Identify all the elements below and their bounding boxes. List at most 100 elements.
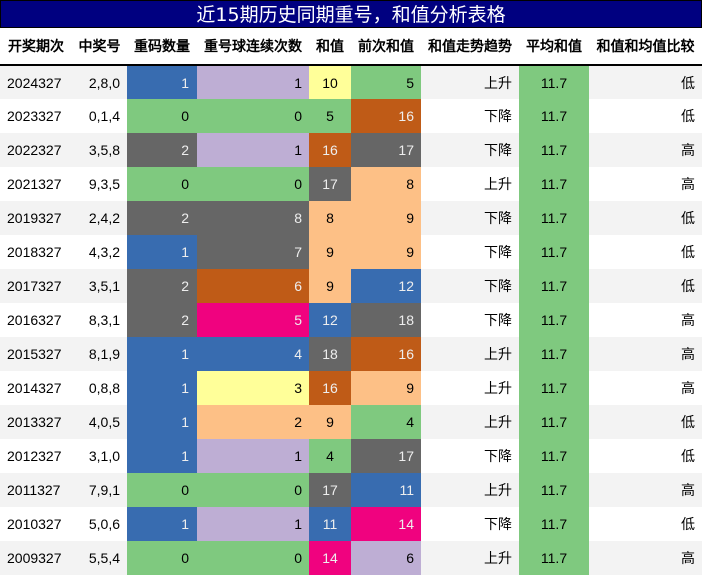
numbers-cell: 2,4,2 [72,201,127,235]
sum-cell: 9 [309,235,351,269]
compare-cell: 低 [589,405,702,439]
compare-cell: 低 [589,439,702,473]
header-sum: 和值 [309,28,351,66]
analysis-table: 开奖期次 中奖号 重码数量 重号球连续次数 和值 前次和值 和值走势趋势 平均和… [0,28,702,575]
avg-cell: 11.7 [519,65,589,99]
period-cell: 2014327 [0,371,72,405]
consecutive-cell: 7 [197,235,309,269]
compare-cell: 低 [589,235,702,269]
header-prev-sum: 前次和值 [351,28,421,66]
trend-cell: 下降 [421,439,519,473]
consecutive-cell: 6 [197,269,309,303]
consecutive-cell: 0 [197,99,309,133]
numbers-cell: 4,0,5 [72,405,127,439]
trend-cell: 上升 [421,371,519,405]
numbers-cell: 7,9,1 [72,473,127,507]
numbers-cell: 3,5,1 [72,269,127,303]
consecutive-cell: 0 [197,167,309,201]
period-cell: 2016327 [0,303,72,337]
prev-sum-cell: 14 [351,507,421,541]
consecutive-cell: 3 [197,371,309,405]
trend-cell: 上升 [421,541,519,575]
trend-cell: 下降 [421,99,519,133]
header-consecutive: 重号球连续次数 [197,28,309,66]
numbers-cell: 8,1,9 [72,337,127,371]
period-cell: 2017327 [0,269,72,303]
compare-cell: 高 [589,167,702,201]
compare-cell: 高 [589,337,702,371]
repeat-count-cell: 2 [127,303,197,337]
prev-sum-cell: 5 [351,65,421,99]
numbers-cell: 5,0,6 [72,507,127,541]
header-row: 开奖期次 中奖号 重码数量 重号球连续次数 和值 前次和值 和值走势趋势 平均和… [0,28,702,66]
numbers-cell: 0,1,4 [72,99,127,133]
repeat-count-cell: 0 [127,99,197,133]
period-cell: 2022327 [0,133,72,167]
consecutive-cell: 1 [197,65,309,99]
repeat-count-cell: 0 [127,167,197,201]
sum-cell: 10 [309,65,351,99]
sum-cell: 8 [309,201,351,235]
avg-cell: 11.7 [519,269,589,303]
numbers-cell: 3,1,0 [72,439,127,473]
trend-cell: 上升 [421,65,519,99]
table-row: 2024327 2,8,0 1 1 10 5 上升 11.7 低 [0,65,702,99]
sum-cell: 5 [309,99,351,133]
compare-cell: 低 [589,99,702,133]
repeat-count-cell: 2 [127,201,197,235]
prev-sum-cell: 12 [351,269,421,303]
prev-sum-cell: 17 [351,133,421,167]
consecutive-cell: 0 [197,541,309,575]
period-cell: 2024327 [0,65,72,99]
table-row: 2012327 3,1,0 1 1 4 17 下降 11.7 低 [0,439,702,473]
repeat-count-cell: 2 [127,133,197,167]
avg-cell: 11.7 [519,371,589,405]
sum-cell: 16 [309,371,351,405]
avg-cell: 11.7 [519,99,589,133]
prev-sum-cell: 16 [351,99,421,133]
avg-cell: 11.7 [519,201,589,235]
sum-cell: 9 [309,269,351,303]
trend-cell: 下降 [421,235,519,269]
avg-cell: 11.7 [519,167,589,201]
trend-cell: 下降 [421,201,519,235]
header-period: 开奖期次 [0,28,72,66]
period-cell: 2015327 [0,337,72,371]
trend-cell: 上升 [421,337,519,371]
repeat-count-cell: 1 [127,235,197,269]
repeat-count-cell: 0 [127,473,197,507]
consecutive-cell: 1 [197,439,309,473]
prev-sum-cell: 11 [351,473,421,507]
avg-cell: 11.7 [519,507,589,541]
header-avg: 平均和值 [519,28,589,66]
table-row: 2017327 3,5,1 2 6 9 12 下降 11.7 低 [0,269,702,303]
compare-cell: 低 [589,269,702,303]
sum-cell: 11 [309,507,351,541]
numbers-cell: 4,3,2 [72,235,127,269]
consecutive-cell: 5 [197,303,309,337]
table-row: 2021327 9,3,5 0 0 17 8 上升 11.7 高 [0,167,702,201]
period-cell: 2013327 [0,405,72,439]
period-cell: 2018327 [0,235,72,269]
repeat-count-cell: 1 [127,405,197,439]
numbers-cell: 5,5,4 [72,541,127,575]
trend-cell: 下降 [421,303,519,337]
repeat-count-cell: 0 [127,541,197,575]
sum-cell: 17 [309,167,351,201]
table-row: 2023327 0,1,4 0 0 5 16 下降 11.7 低 [0,99,702,133]
sum-cell: 9 [309,405,351,439]
numbers-cell: 0,8,8 [72,371,127,405]
period-cell: 2011327 [0,473,72,507]
header-compare: 和值和均值比较 [589,28,702,66]
avg-cell: 11.7 [519,235,589,269]
compare-cell: 低 [589,507,702,541]
period-cell: 2009327 [0,541,72,575]
compare-cell: 高 [589,303,702,337]
consecutive-cell: 1 [197,133,309,167]
period-cell: 2021327 [0,167,72,201]
compare-cell: 高 [589,371,702,405]
avg-cell: 11.7 [519,405,589,439]
repeat-count-cell: 2 [127,269,197,303]
table-row: 2015327 8,1,9 1 4 18 16 上升 11.7 高 [0,337,702,371]
period-cell: 2010327 [0,507,72,541]
